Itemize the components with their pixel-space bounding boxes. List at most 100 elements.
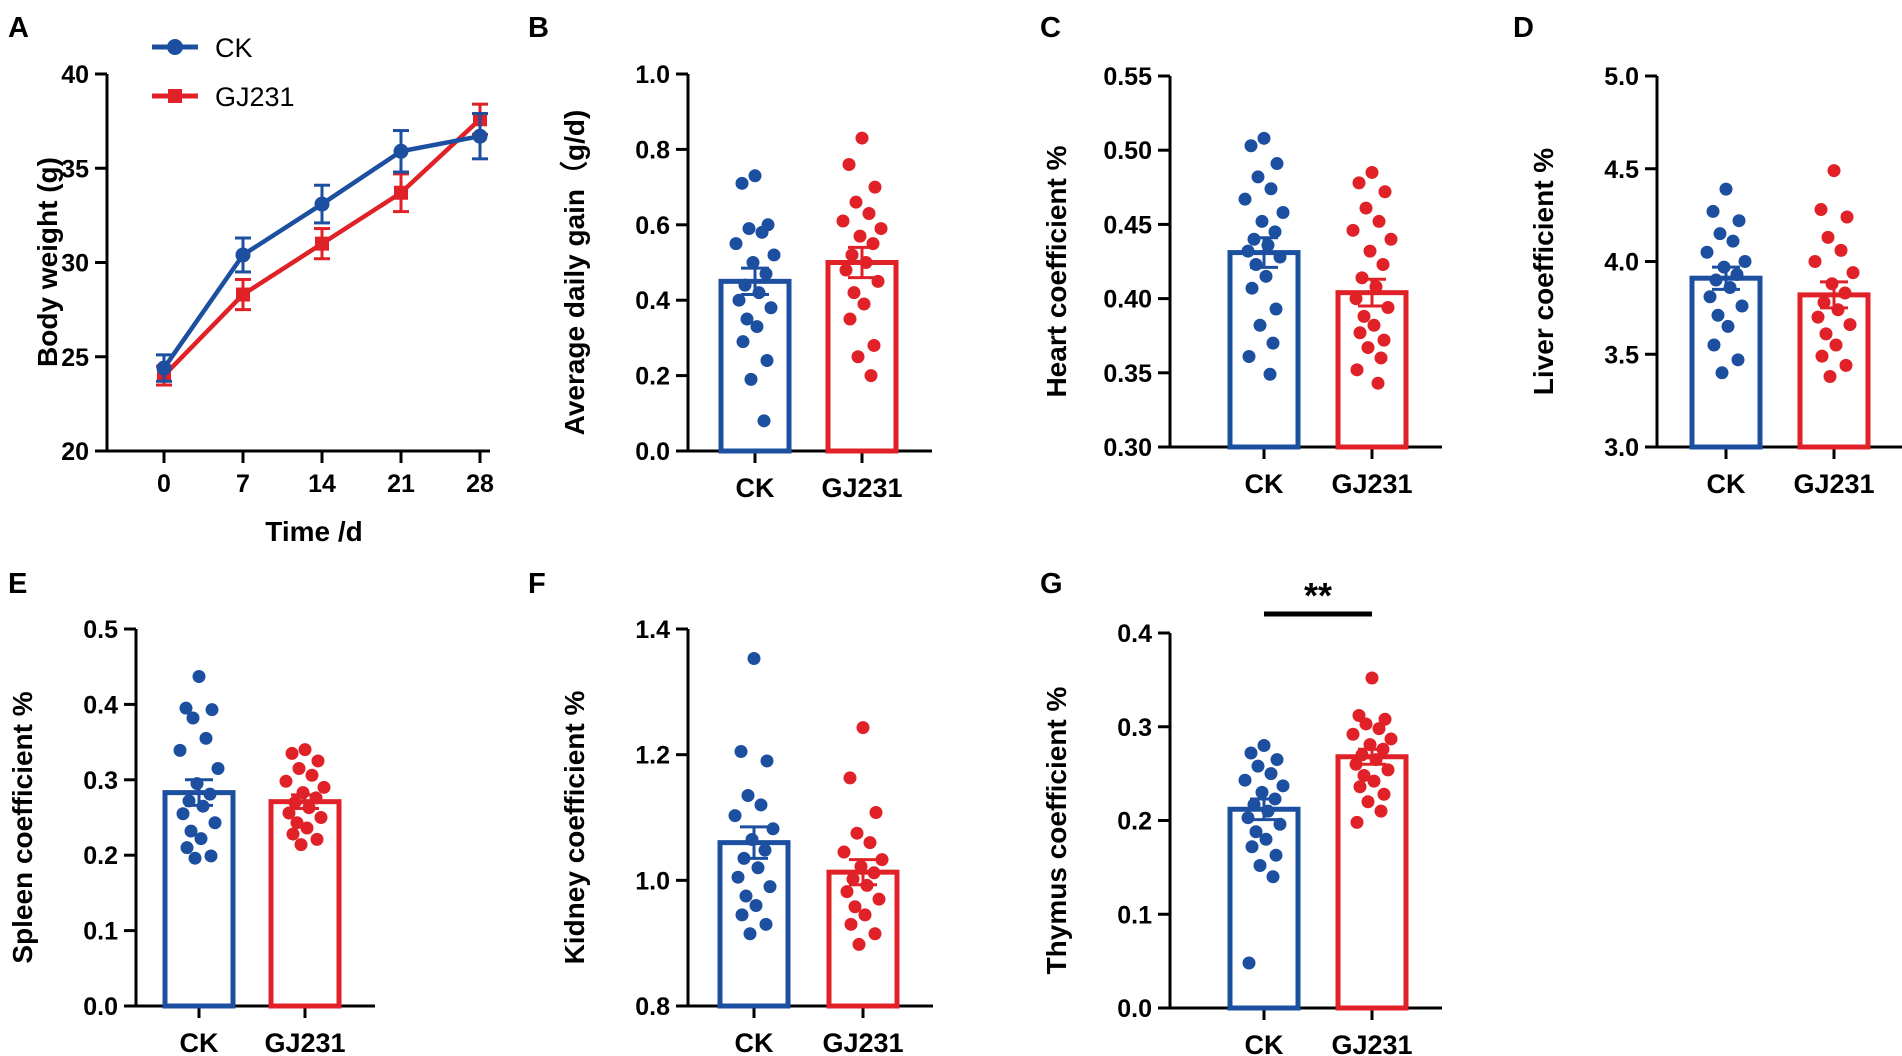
- data-point: [208, 816, 222, 830]
- y-tick-label: 0.4: [1117, 620, 1152, 648]
- data-point: [1273, 250, 1287, 264]
- data-point: [848, 900, 862, 914]
- data-point: [1253, 859, 1267, 872]
- y-tick-label: 1.4: [635, 616, 670, 644]
- data-point: [1821, 230, 1835, 244]
- data-point: [1238, 773, 1252, 787]
- data-point: [858, 908, 872, 922]
- bar-group-gj231: [825, 131, 899, 454]
- data-point: [1700, 245, 1714, 259]
- data-point: [1378, 712, 1392, 726]
- panel-d-bar-chart: D 3.0 3.5 4.0 4.5 5.0 Liver coefficient % CK GJ2…: [1513, 12, 1902, 499]
- legend-label: CK: [215, 33, 253, 63]
- data-point: [1357, 309, 1371, 323]
- data-point: [1843, 318, 1857, 332]
- y-tick-label: 0.4: [635, 287, 670, 315]
- panel-g-bar-chart: G 0.0 0.1 0.2 0.3 0.4 Thymus coefficient % CK GJ…: [1040, 568, 1442, 1056]
- bar: [1797, 292, 1871, 450]
- data-point: [1829, 338, 1843, 352]
- data-point: [755, 225, 769, 239]
- data-point: [1266, 870, 1280, 884]
- data-point: [314, 196, 330, 212]
- data-point: [1276, 779, 1290, 793]
- data-point: [1266, 336, 1280, 350]
- data-point: [1242, 956, 1256, 970]
- y-tick-label: 1.2: [635, 742, 670, 770]
- data-point: [845, 248, 859, 262]
- data-point: [1255, 785, 1269, 799]
- data-point: [472, 128, 488, 144]
- bar-group-gj231: [1335, 165, 1409, 450]
- data-point: [1350, 363, 1364, 377]
- bar-group-gj231: [268, 743, 342, 1009]
- data-point: [204, 849, 218, 863]
- data-point: [1719, 182, 1733, 196]
- y-tick-label: 0.45: [1103, 211, 1152, 239]
- data-point: [874, 222, 888, 236]
- data-point: [1713, 227, 1727, 241]
- data-point: [1249, 257, 1263, 271]
- panel-c-bar-chart: C 0.30 0.35 0.40 0.45 0.50 0.55 Heart coefficie…: [1040, 12, 1442, 499]
- data-point: [393, 143, 409, 159]
- y-axis-title: Thymus coefficient %: [1041, 686, 1072, 974]
- data-point: [192, 670, 206, 684]
- data-point: [1730, 267, 1744, 281]
- data-point: [760, 754, 774, 768]
- data-point: [1374, 351, 1388, 365]
- data-point: [1365, 671, 1379, 685]
- data-point: [1707, 338, 1721, 352]
- data-point: [1363, 244, 1377, 258]
- data-point: [854, 860, 868, 874]
- data-point: [851, 350, 865, 364]
- data-point: [394, 185, 408, 200]
- y-tick-label: 20: [61, 438, 89, 466]
- data-point: [1374, 804, 1388, 818]
- bar-group-ck: [718, 169, 792, 454]
- data-point: [867, 866, 881, 880]
- data-point: [750, 320, 764, 334]
- x-tick-label: CK: [736, 473, 775, 503]
- data-point: [300, 821, 314, 835]
- data-point: [852, 937, 866, 951]
- data-point: [235, 247, 251, 263]
- legend-marker: [168, 89, 182, 103]
- data-point: [211, 761, 225, 775]
- data-point: [156, 360, 172, 376]
- y-tick-label: 4.0: [1604, 249, 1639, 277]
- y-tick-label: 0.8: [635, 993, 670, 1021]
- y-tick-label: 0.35: [1103, 360, 1152, 388]
- data-point: [868, 180, 882, 194]
- data-point: [1346, 223, 1360, 237]
- data-point: [1276, 206, 1290, 220]
- data-point: [760, 354, 774, 368]
- data-point: [1251, 759, 1265, 773]
- data-point: [1711, 308, 1725, 322]
- y-axis-title: Liver coefficient %: [1528, 148, 1559, 396]
- data-point: [1349, 757, 1363, 771]
- y-axis-title: Spleen coefficient %: [7, 691, 38, 963]
- data-point: [1241, 244, 1255, 258]
- data-point: [867, 338, 881, 352]
- data-point: [1355, 748, 1369, 762]
- data-point: [849, 195, 863, 209]
- data-point: [857, 297, 871, 311]
- data-point: [1384, 732, 1398, 746]
- y-tick-label: 25: [61, 344, 89, 372]
- data-point: [1811, 310, 1825, 324]
- data-point: [739, 889, 753, 903]
- x-axis-title: Time /d: [265, 516, 363, 547]
- data-point: [1840, 210, 1854, 224]
- y-tick-label: 0.0: [83, 993, 118, 1021]
- data-point: [199, 731, 213, 745]
- data-point: [1839, 358, 1853, 372]
- y-tick-label: 35: [61, 155, 89, 183]
- data-point: [743, 927, 757, 941]
- panel-letter: B: [528, 12, 549, 44]
- bar-group-ck: [717, 652, 791, 1009]
- data-point: [766, 822, 780, 836]
- data-point: [203, 787, 217, 801]
- data-point: [846, 872, 860, 886]
- data-point: [286, 827, 300, 841]
- bar-group-gj231: [1335, 671, 1409, 1011]
- data-point: [759, 267, 773, 281]
